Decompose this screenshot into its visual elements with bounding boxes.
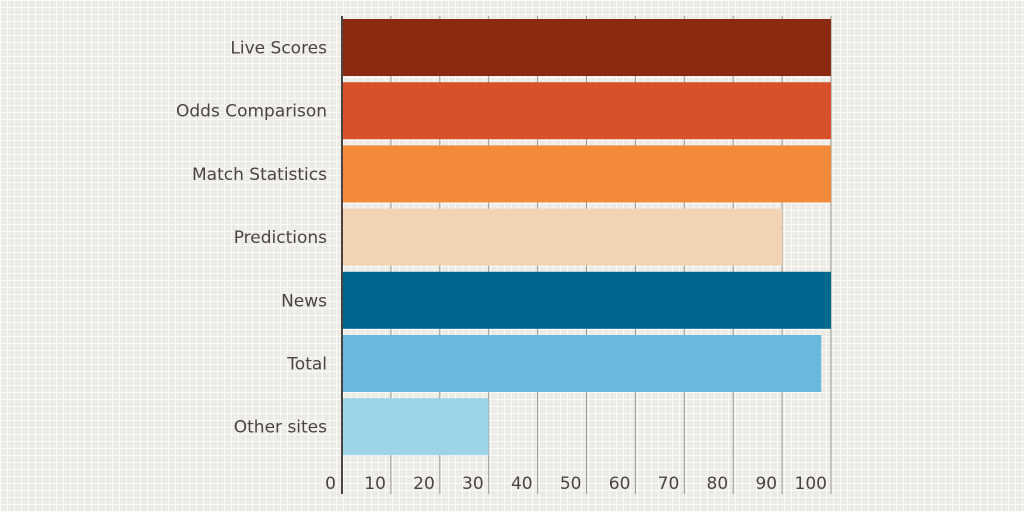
bar: [342, 208, 783, 266]
category-label: Live Scores: [230, 39, 327, 59]
bar: [342, 145, 831, 203]
x-tick-labels: 0 10 20 30 40 50 60 70 80 90 100: [325, 474, 827, 494]
bar: [342, 19, 831, 76]
tick-label: 20: [413, 474, 435, 494]
tick-label: 0: [325, 474, 336, 494]
tick-label: 100: [795, 474, 827, 494]
category-label: Other sites: [234, 418, 327, 438]
category-label: Total: [286, 355, 327, 375]
tick-label: 30: [462, 474, 484, 494]
tick-label: 70: [658, 474, 680, 494]
bar: [342, 335, 822, 392]
bar: [342, 271, 831, 329]
category-label: Odds Comparison: [176, 102, 327, 122]
category-labels: Live Scores Odds Comparison Match Statisti…: [176, 39, 327, 438]
category-label: Match Statistics: [192, 165, 327, 185]
bar: [342, 82, 831, 140]
category-label: News: [281, 291, 327, 311]
tick-label: 60: [609, 474, 631, 494]
tick-label: 40: [511, 474, 533, 494]
tick-label: 80: [707, 474, 729, 494]
bar: [342, 398, 489, 456]
tick-label: 10: [364, 474, 386, 494]
bars: [342, 19, 831, 456]
tick-label: 50: [560, 474, 582, 494]
tick-label: 90: [755, 474, 777, 494]
category-label: Predictions: [234, 228, 327, 248]
